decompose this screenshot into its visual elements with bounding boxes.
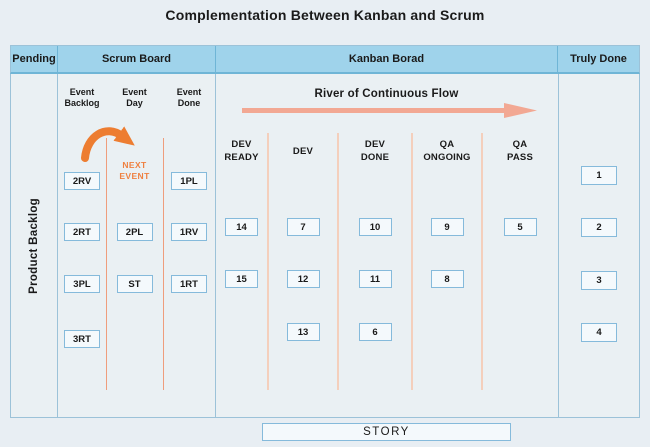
kanban-column-header-qa-pass: QA PASS xyxy=(507,139,533,163)
header-cell-scrum-board: Scrum Board xyxy=(57,46,215,72)
kanban-card-5[interactable]: 5 xyxy=(503,218,537,236)
scrum-card-2rv[interactable]: 2RV xyxy=(64,172,100,190)
kanban-card-13[interactable]: 13 xyxy=(286,323,320,341)
kanban-column-header-dev-ready: DEV READY xyxy=(224,139,259,163)
kanban-card-7[interactable]: 7 xyxy=(286,218,320,236)
story-label: STORY xyxy=(363,426,410,438)
board-header-row: Pending Scrum Board Kanban Borad Truly D… xyxy=(10,45,640,74)
scrum-lane-divider xyxy=(163,138,164,390)
scrum-card-st[interactable]: ST xyxy=(116,275,153,293)
scrum-card-2pl[interactable]: 2PL xyxy=(116,223,153,241)
kanban-card-12[interactable]: 12 xyxy=(286,270,320,288)
kanban-card-9[interactable]: 9 xyxy=(430,218,464,236)
kanban-lane-divider xyxy=(481,133,483,390)
story-box[interactable]: STORY xyxy=(262,423,511,441)
header-cell-truly-done: Truly Done xyxy=(557,46,639,72)
scrum-card-2rt[interactable]: 2RT xyxy=(64,223,100,241)
scrum-column-header-event-day: Event Day xyxy=(122,87,147,108)
scrum-card-3pl[interactable]: 3PL xyxy=(64,275,100,293)
scrum-card-1rv[interactable]: 1RV xyxy=(171,223,207,241)
product-backlog-cell: Product Backlog xyxy=(10,74,57,418)
scrum-card-3rt[interactable]: 3RT xyxy=(64,330,100,348)
scrum-column-header-event-done: Event Done xyxy=(176,87,202,108)
kanban-card-14[interactable]: 14 xyxy=(225,218,258,236)
kanban-lane-divider xyxy=(411,133,413,390)
kanban-column-header-qa-ongoing: QA ONGOING xyxy=(423,139,471,163)
kanban-card-8[interactable]: 8 xyxy=(430,270,464,288)
kanban-card-11[interactable]: 11 xyxy=(358,270,392,288)
scrum-card-1rt[interactable]: 1RT xyxy=(171,275,207,293)
header-cell-pending: Pending xyxy=(12,53,56,65)
kanban-lane-divider xyxy=(267,133,269,390)
kanban-lane-divider xyxy=(337,133,339,390)
kanban-card-6[interactable]: 6 xyxy=(358,323,392,341)
next-event-label: NEXT EVENT xyxy=(119,160,150,181)
done-card-4[interactable]: 4 xyxy=(581,323,617,342)
scrum-card-1pl[interactable]: 1PL xyxy=(171,172,207,190)
column-border-scrum-kanban xyxy=(215,74,216,418)
product-backlog-label: Product Backlog xyxy=(27,198,40,294)
done-card-2[interactable]: 2 xyxy=(581,218,617,237)
kanban-column-header-dev: DEV xyxy=(292,145,314,157)
done-card-1[interactable]: 1 xyxy=(581,166,617,185)
diagram-title: Complementation Between Kanban and Scrum xyxy=(165,7,485,23)
header-cell-kanban-board: Kanban Borad xyxy=(215,46,557,72)
kanban-card-15[interactable]: 15 xyxy=(225,270,258,288)
column-border-pending-scrum xyxy=(57,74,58,418)
kanban-column-header-dev-done: DEV DONE xyxy=(360,139,390,163)
river-flow-title: River of Continuous Flow xyxy=(314,88,459,100)
scrum-column-header-event-backlog: Event Backlog xyxy=(64,87,100,108)
done-card-3[interactable]: 3 xyxy=(581,271,617,290)
kanban-card-10[interactable]: 10 xyxy=(358,218,392,236)
column-border-kanban-done xyxy=(558,74,559,418)
scrum-lane-divider xyxy=(106,138,107,390)
